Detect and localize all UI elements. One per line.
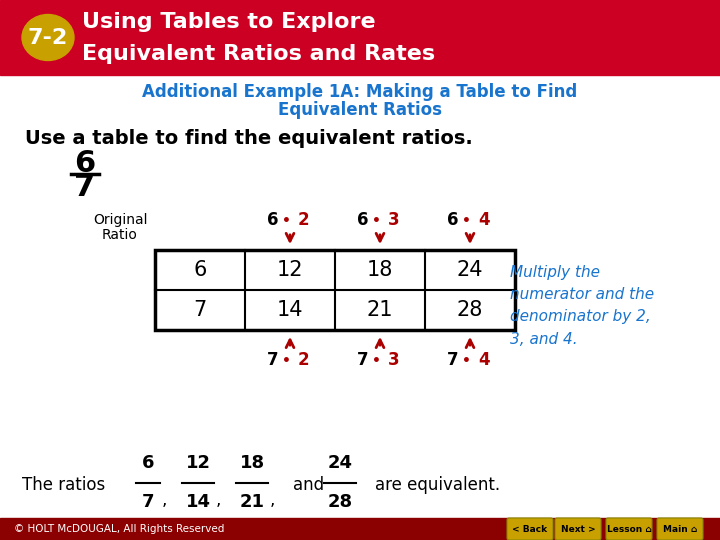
Text: 14: 14 bbox=[186, 493, 210, 511]
FancyBboxPatch shape bbox=[507, 518, 553, 540]
Bar bbox=[0, 518, 720, 540]
Text: Equivalent Ratios: Equivalent Ratios bbox=[278, 101, 442, 119]
Text: 6: 6 bbox=[446, 211, 458, 229]
Text: •: • bbox=[462, 214, 470, 228]
Text: 3: 3 bbox=[388, 351, 400, 369]
Text: 21: 21 bbox=[240, 493, 264, 511]
Text: 6: 6 bbox=[356, 211, 368, 229]
Text: 3: 3 bbox=[388, 211, 400, 229]
Text: 14: 14 bbox=[276, 300, 303, 320]
Text: ,: , bbox=[216, 491, 221, 509]
Text: Lesson ⌂: Lesson ⌂ bbox=[606, 524, 652, 534]
Text: 21: 21 bbox=[366, 300, 393, 320]
Text: 6: 6 bbox=[74, 148, 96, 178]
Text: •: • bbox=[462, 354, 470, 368]
Text: 18: 18 bbox=[366, 260, 393, 280]
Text: 7: 7 bbox=[446, 351, 458, 369]
Text: Multiply the
numerator and the
denominator by 2,
3, and 4.: Multiply the numerator and the denominat… bbox=[510, 265, 654, 347]
Text: Original: Original bbox=[93, 213, 148, 227]
Text: Additional Example 1A: Making a Table to Find: Additional Example 1A: Making a Table to… bbox=[143, 83, 577, 101]
Text: •: • bbox=[372, 354, 380, 368]
Text: 6: 6 bbox=[142, 454, 154, 472]
Text: 24: 24 bbox=[328, 454, 353, 472]
Text: 4: 4 bbox=[478, 351, 490, 369]
FancyBboxPatch shape bbox=[657, 518, 703, 540]
Text: 7: 7 bbox=[74, 173, 96, 202]
Text: © HOLT McDOUGAL, All Rights Reserved: © HOLT McDOUGAL, All Rights Reserved bbox=[14, 524, 225, 534]
Text: Use a table to find the equivalent ratios.: Use a table to find the equivalent ratio… bbox=[25, 129, 473, 147]
Text: 28: 28 bbox=[328, 493, 353, 511]
Text: Next >: Next > bbox=[561, 524, 595, 534]
Ellipse shape bbox=[22, 15, 74, 60]
Text: •: • bbox=[372, 214, 380, 228]
Text: ,: , bbox=[162, 491, 167, 509]
Text: 7-2: 7-2 bbox=[28, 28, 68, 48]
Text: 18: 18 bbox=[240, 454, 264, 472]
Text: The ratios: The ratios bbox=[22, 476, 105, 494]
Bar bbox=[155, 250, 515, 330]
Text: Ratio: Ratio bbox=[102, 228, 138, 242]
FancyBboxPatch shape bbox=[555, 518, 601, 540]
Text: are equivalent.: are equivalent. bbox=[375, 476, 500, 494]
Text: 7: 7 bbox=[142, 493, 154, 511]
Text: 28: 28 bbox=[456, 300, 483, 320]
Text: 12: 12 bbox=[186, 454, 210, 472]
Bar bbox=[0, 0, 720, 75]
Text: Equivalent Ratios and Rates: Equivalent Ratios and Rates bbox=[82, 44, 435, 64]
Text: 6: 6 bbox=[193, 260, 207, 280]
Text: 12: 12 bbox=[276, 260, 303, 280]
Text: 6: 6 bbox=[266, 211, 278, 229]
Text: and: and bbox=[293, 476, 324, 494]
FancyBboxPatch shape bbox=[606, 518, 652, 540]
Text: 7: 7 bbox=[356, 351, 368, 369]
Text: 4: 4 bbox=[478, 211, 490, 229]
Text: 2: 2 bbox=[298, 211, 310, 229]
Text: Main ⌂: Main ⌂ bbox=[663, 524, 697, 534]
Text: ,: , bbox=[270, 491, 275, 509]
Text: Using Tables to Explore: Using Tables to Explore bbox=[82, 12, 376, 32]
Text: •: • bbox=[282, 214, 290, 228]
Text: 2: 2 bbox=[298, 351, 310, 369]
Text: < Back: < Back bbox=[513, 524, 548, 534]
Text: 7: 7 bbox=[194, 300, 207, 320]
Text: 7: 7 bbox=[266, 351, 278, 369]
Text: 24: 24 bbox=[456, 260, 483, 280]
Text: •: • bbox=[282, 354, 290, 368]
